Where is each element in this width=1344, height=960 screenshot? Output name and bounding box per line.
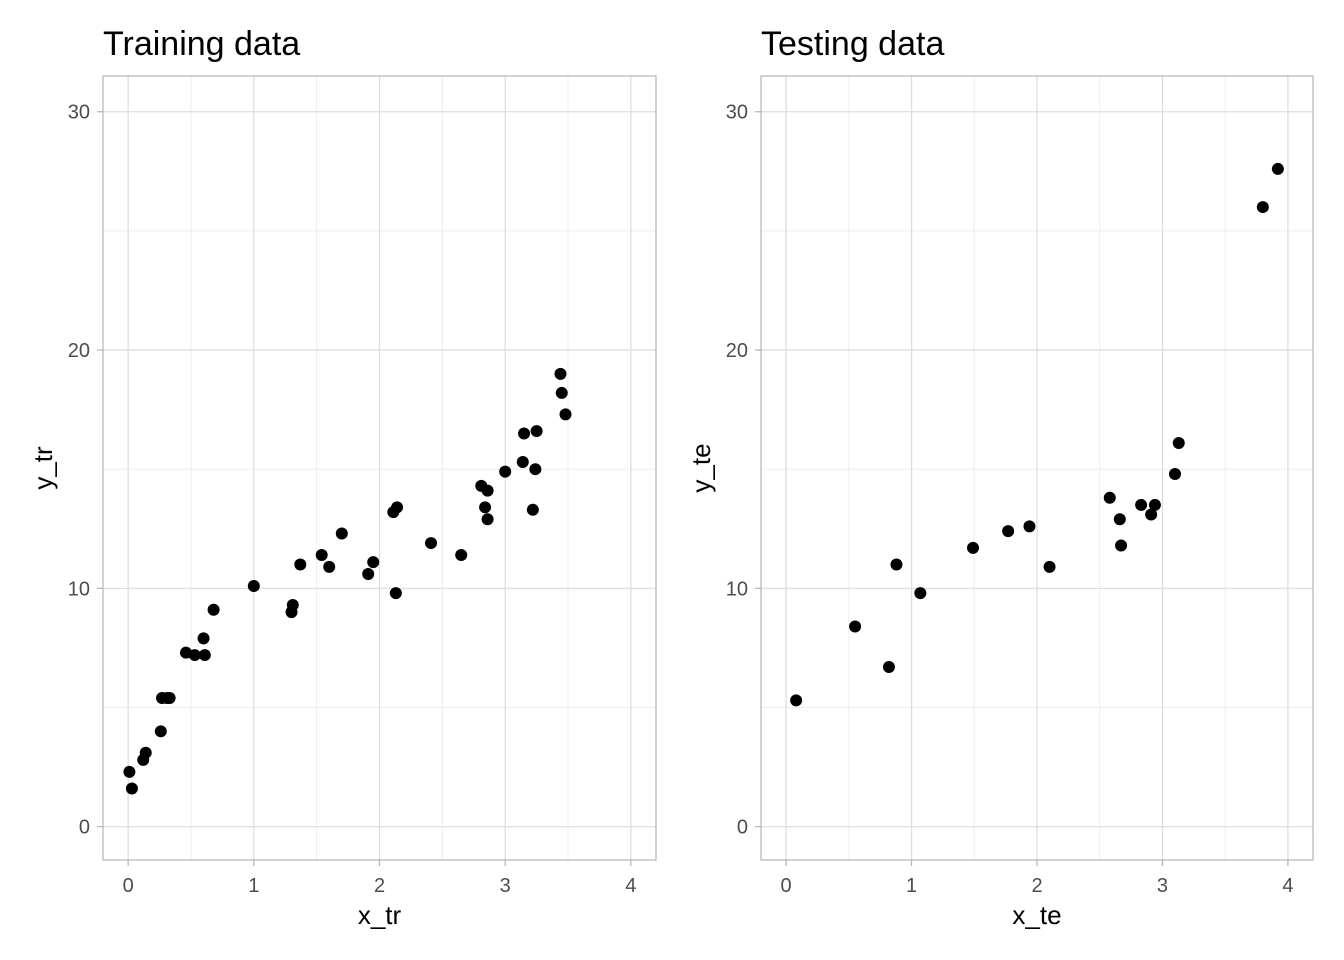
testing-y-axis-label: y_te: [686, 443, 716, 492]
training-point: [335, 527, 348, 540]
training-point: [362, 568, 375, 581]
testing-point: [882, 660, 895, 673]
training-point: [123, 765, 136, 778]
training-point: [499, 465, 512, 478]
testing-y-tick-label: 30: [726, 102, 748, 124]
training-point: [294, 558, 307, 571]
training-point: [479, 501, 492, 514]
testing-point: [967, 541, 980, 554]
testing-y-tick-label: 10: [726, 578, 748, 600]
testing-y-tick-label: 20: [726, 340, 748, 362]
testing-point: [914, 587, 927, 600]
testing-point: [1271, 162, 1284, 175]
training-point: [207, 603, 220, 616]
training-point: [518, 427, 531, 440]
training-chart-title: Training data: [103, 25, 300, 63]
training-point: [154, 725, 167, 738]
training-x-tick-label: 4: [625, 875, 636, 897]
training-x-axis-label: x_tr: [358, 900, 402, 930]
training-point: [559, 408, 572, 421]
training-point: [554, 367, 567, 380]
testing-point: [1043, 560, 1056, 573]
testing-point: [1113, 513, 1126, 526]
training-point: [481, 484, 494, 497]
testing-x-tick-label: 1: [906, 875, 917, 897]
training-point: [315, 548, 328, 561]
training-point: [323, 560, 336, 573]
training-point: [367, 556, 380, 569]
training-point: [529, 463, 542, 476]
training-y-axis-label: y_tr: [28, 446, 58, 490]
testing-point: [1169, 467, 1181, 480]
training-y-tick-label: 20: [68, 340, 90, 362]
testing-x-axis-label: x_te: [1012, 900, 1061, 930]
testing-x-tick-label: 3: [1157, 875, 1168, 897]
training-point: [163, 691, 176, 704]
training-point: [391, 501, 404, 514]
training-point: [286, 599, 299, 612]
training-point: [125, 782, 138, 795]
testing-point: [849, 620, 862, 633]
testing-point: [1115, 539, 1128, 552]
training-y-tick-label: 30: [68, 102, 90, 124]
training-point: [530, 425, 543, 438]
training-point: [188, 649, 201, 662]
training-x-tick-label: 2: [374, 875, 385, 897]
training-point: [425, 537, 438, 550]
training-y-tick-label: 10: [68, 578, 90, 600]
testing-point: [890, 558, 903, 571]
testing-panel: 0 1 2 3 4 0 10 20 30 Testing data x_te y_te: [686, 25, 1314, 930]
testing-x-tick-label: 4: [1282, 875, 1293, 897]
testing-x-tick-label: 0: [781, 875, 792, 897]
testing-point: [1135, 498, 1148, 511]
testing-point: [1103, 491, 1116, 504]
training-x-tick-label: 1: [248, 875, 259, 897]
training-point: [526, 503, 539, 516]
training-point: [389, 587, 402, 600]
testing-x-tick-label: 2: [1031, 875, 1042, 897]
training-panel: 0 1 2 3 4 0 10 20 30 Training data x_tr y_tr: [28, 25, 657, 930]
testing-point: [1256, 201, 1269, 214]
testing-point: [1145, 508, 1158, 521]
training-point: [139, 746, 152, 759]
training-x-tick-label: 3: [500, 875, 511, 897]
training-x-tick-label: 0: [123, 875, 134, 897]
training-y-tick-label: 0: [79, 817, 90, 839]
training-point: [481, 513, 494, 526]
training-point: [516, 456, 529, 469]
testing-point: [790, 694, 803, 707]
training-point: [197, 632, 210, 645]
testing-y-tick-label: 0: [737, 817, 748, 839]
testing-point: [1148, 498, 1161, 511]
training-point: [247, 579, 260, 592]
testing-point: [1023, 520, 1036, 533]
training-point: [555, 386, 568, 399]
training-point: [198, 649, 211, 662]
testing-chart-title: Testing data: [761, 25, 944, 63]
testing-point: [1172, 436, 1185, 449]
training-point: [455, 548, 468, 561]
testing-point: [1002, 525, 1015, 538]
